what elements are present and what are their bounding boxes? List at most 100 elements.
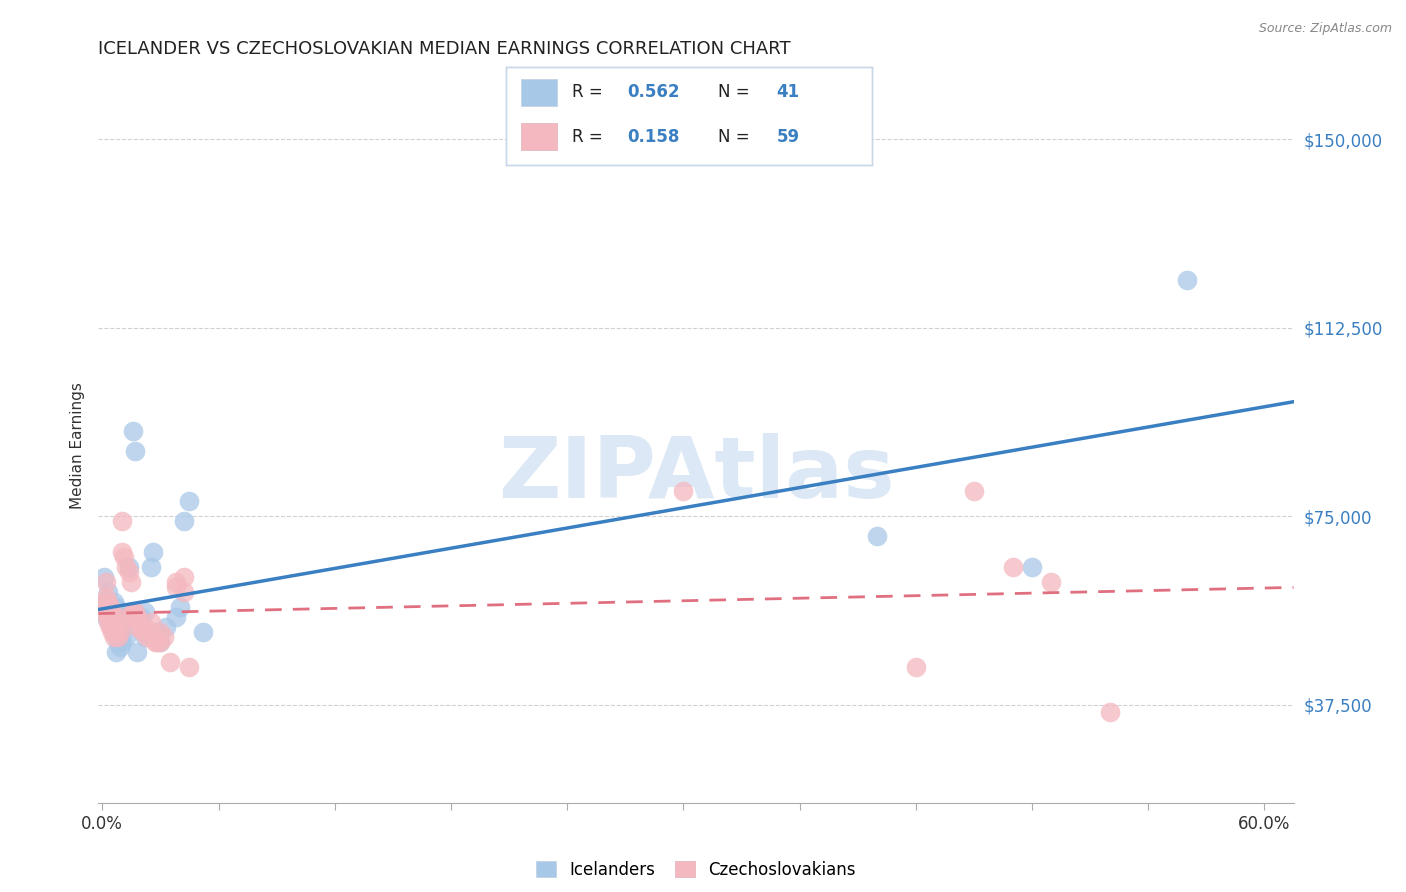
Point bbox=[97, 615, 120, 629]
Point bbox=[101, 620, 124, 634]
Point bbox=[120, 574, 142, 589]
Point bbox=[134, 630, 156, 644]
Point bbox=[139, 615, 162, 629]
Point bbox=[93, 605, 115, 619]
Text: ZIPAtlas: ZIPAtlas bbox=[498, 433, 894, 516]
Text: 59: 59 bbox=[776, 128, 800, 146]
Point bbox=[963, 484, 986, 499]
Text: 41: 41 bbox=[776, 83, 800, 101]
Point bbox=[149, 635, 172, 649]
Point bbox=[117, 610, 139, 624]
Point bbox=[1040, 574, 1063, 589]
Point bbox=[103, 610, 125, 624]
Text: 0.562: 0.562 bbox=[627, 83, 679, 101]
Point bbox=[129, 620, 152, 634]
Point bbox=[104, 599, 127, 614]
Text: Source: ZipAtlas.com: Source: ZipAtlas.com bbox=[1258, 22, 1392, 36]
Point bbox=[107, 620, 129, 634]
Point bbox=[104, 624, 127, 639]
Point bbox=[145, 624, 167, 639]
Point bbox=[111, 635, 134, 649]
Text: R =: R = bbox=[572, 83, 607, 101]
Point bbox=[127, 610, 149, 624]
Point bbox=[96, 605, 118, 619]
Point bbox=[1098, 706, 1121, 720]
Point bbox=[101, 624, 124, 639]
Text: ICELANDER VS CZECHOSLOVAKIAN MEDIAN EARNINGS CORRELATION CHART: ICELANDER VS CZECHOSLOVAKIAN MEDIAN EARN… bbox=[98, 40, 792, 58]
Point bbox=[104, 615, 127, 629]
Point bbox=[114, 610, 136, 624]
Point bbox=[169, 599, 191, 614]
Point bbox=[153, 630, 176, 644]
Point bbox=[127, 620, 149, 634]
Bar bbox=[520, 78, 557, 106]
Point bbox=[103, 595, 125, 609]
Point bbox=[98, 615, 121, 629]
Point bbox=[179, 494, 201, 508]
Point bbox=[107, 630, 129, 644]
Point bbox=[112, 549, 135, 564]
Point bbox=[1021, 559, 1043, 574]
Point bbox=[159, 655, 181, 669]
Point bbox=[108, 624, 131, 639]
Point bbox=[98, 605, 121, 619]
Legend: Icelanders, Czechoslovakians: Icelanders, Czechoslovakians bbox=[527, 853, 865, 888]
Point bbox=[149, 635, 172, 649]
Point bbox=[866, 529, 889, 543]
Point bbox=[98, 620, 121, 634]
Point bbox=[111, 515, 134, 529]
Point bbox=[107, 620, 129, 634]
Point bbox=[97, 610, 120, 624]
Point bbox=[139, 624, 162, 639]
Text: R =: R = bbox=[572, 128, 607, 146]
Point bbox=[132, 624, 155, 639]
Point bbox=[143, 635, 166, 649]
Point bbox=[128, 615, 150, 629]
Point bbox=[120, 605, 142, 619]
Point bbox=[114, 630, 136, 644]
Point bbox=[134, 620, 156, 634]
Y-axis label: Median Earnings: Median Earnings bbox=[69, 383, 84, 509]
Point bbox=[96, 610, 118, 624]
Point bbox=[134, 605, 156, 619]
Point bbox=[142, 544, 165, 558]
Point bbox=[165, 574, 187, 589]
Point bbox=[1001, 559, 1024, 574]
Point bbox=[191, 624, 214, 639]
Point bbox=[179, 660, 201, 674]
Point bbox=[97, 595, 120, 609]
Text: 0.158: 0.158 bbox=[627, 128, 679, 146]
Point bbox=[165, 580, 187, 594]
Point bbox=[104, 645, 127, 659]
Point bbox=[96, 574, 118, 589]
Bar bbox=[520, 123, 557, 151]
Point bbox=[101, 615, 124, 629]
Point bbox=[904, 660, 927, 674]
Point bbox=[96, 590, 118, 604]
Point bbox=[111, 624, 134, 639]
Point bbox=[103, 620, 125, 634]
Point bbox=[173, 584, 195, 599]
Point bbox=[1175, 273, 1198, 287]
Point bbox=[672, 484, 695, 499]
Point bbox=[173, 515, 195, 529]
Point bbox=[101, 605, 124, 619]
Point bbox=[124, 444, 146, 458]
Point bbox=[118, 565, 141, 579]
Text: N =: N = bbox=[718, 83, 755, 101]
Point bbox=[129, 610, 152, 624]
Point bbox=[155, 620, 177, 634]
Point bbox=[122, 605, 145, 619]
Point bbox=[101, 610, 124, 624]
Point bbox=[108, 640, 131, 654]
Point bbox=[118, 559, 141, 574]
Point bbox=[93, 569, 115, 583]
Point bbox=[142, 630, 165, 644]
Point bbox=[114, 559, 136, 574]
Point bbox=[165, 610, 187, 624]
Point bbox=[97, 599, 120, 614]
Point bbox=[173, 569, 195, 583]
Point bbox=[111, 544, 134, 558]
Point bbox=[135, 630, 157, 644]
Point bbox=[127, 645, 149, 659]
